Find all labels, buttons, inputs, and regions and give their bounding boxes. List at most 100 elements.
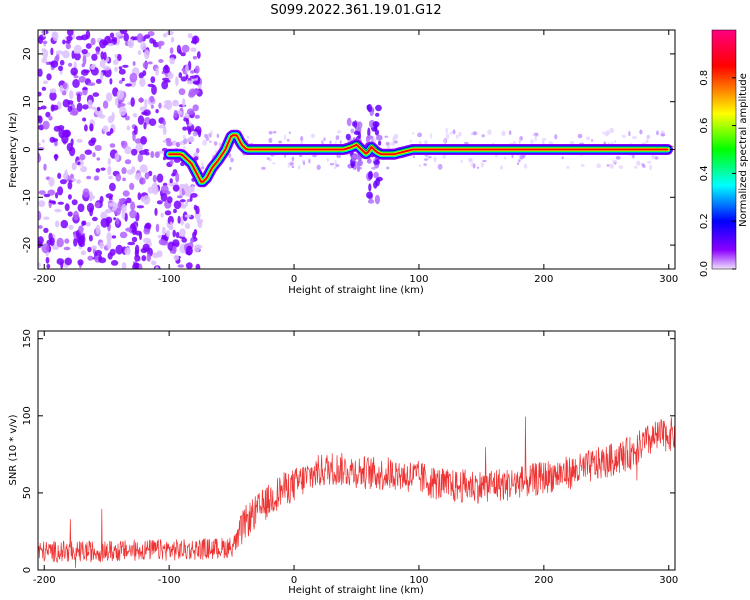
noise-speckle — [167, 196, 173, 204]
ridge-speckle — [628, 131, 631, 137]
ridge-speckle — [200, 166, 205, 170]
noise-speckle — [169, 159, 174, 165]
noise-speckle — [42, 120, 50, 130]
noise-speckle — [183, 185, 189, 192]
noise-speckle — [38, 190, 46, 195]
noise-speckle — [105, 92, 113, 102]
noise-speckle — [187, 33, 193, 39]
noise-speckle — [57, 201, 64, 205]
noise-speckle — [55, 220, 60, 228]
noise-speckle — [111, 235, 117, 239]
noise-speckle — [184, 222, 191, 229]
colorbar-tick-label: 0.0 — [699, 261, 710, 277]
noise-speckle — [147, 30, 155, 37]
noise-speckle — [189, 75, 198, 79]
noise-speckle — [181, 237, 187, 243]
ridge-speckle — [646, 134, 651, 140]
burst-speckle — [367, 127, 371, 138]
ridge-speckle — [230, 157, 234, 163]
ridge-speckle — [472, 131, 478, 136]
noise-speckle — [127, 241, 136, 246]
ridge-speckle — [390, 141, 396, 146]
noise-speckle — [138, 72, 144, 79]
ridge-speckle — [532, 133, 536, 136]
noise-speckle — [82, 117, 87, 122]
ridge-speckle — [645, 139, 649, 144]
ridge-speckle — [542, 140, 545, 145]
noise-speckle — [41, 86, 47, 91]
noise-speckle — [107, 43, 114, 47]
noise-speckle — [111, 37, 118, 42]
noise-speckle — [99, 59, 106, 68]
noise-speckle — [175, 141, 181, 148]
noise-speckle — [149, 95, 155, 103]
noise-speckle — [185, 245, 193, 256]
noise-speckle — [62, 99, 70, 108]
colorbar-tick-label: 0.6 — [699, 118, 710, 134]
noise-speckle — [175, 172, 180, 183]
noise-speckle — [191, 88, 200, 95]
ridge-speckle — [333, 166, 337, 169]
ridge-speckle — [621, 134, 627, 138]
ridge-speckle — [487, 129, 492, 135]
ridge-speckle — [443, 138, 446, 143]
noise-speckle — [87, 255, 94, 261]
ridge-speckle — [412, 155, 415, 159]
noise-speckle — [58, 65, 63, 72]
ridge-speckle — [458, 131, 462, 137]
ridge-speckle — [418, 164, 422, 168]
noise-speckle — [64, 257, 73, 266]
noise-speckle — [99, 39, 107, 49]
ridge-speckle — [216, 133, 220, 138]
ridge-speckle — [298, 165, 301, 170]
noise-speckle — [197, 220, 203, 228]
ridge-speckle — [577, 133, 583, 139]
x-tick-label: -200 — [33, 575, 56, 586]
spectrogram-marks — [38, 30, 674, 269]
noise-speckle — [87, 82, 96, 86]
noise-speckle — [131, 148, 138, 156]
snr-y-label: SNR (10 * v/v) — [8, 414, 19, 485]
noise-speckle — [67, 181, 73, 190]
burst-speckle — [375, 177, 380, 187]
noise-speckle — [118, 66, 123, 70]
ridge-speckle — [300, 135, 304, 142]
noise-speckle — [86, 175, 92, 180]
ridge-speckle — [472, 163, 476, 169]
noise-speckle — [118, 103, 126, 107]
noise-speckle — [51, 244, 60, 250]
noise-speckle — [42, 80, 49, 85]
ridge-speckle — [534, 135, 537, 142]
noise-speckle — [106, 232, 112, 242]
noise-speckle — [62, 39, 66, 45]
noise-speckle — [82, 87, 88, 91]
noise-speckle — [48, 115, 53, 121]
ridge-speckle — [590, 139, 594, 142]
noise-speckle — [43, 163, 47, 171]
ridge-speckle — [503, 156, 507, 160]
noise-speckle — [131, 236, 138, 243]
y-tick-label: 0 — [22, 146, 33, 152]
ridge-speckle — [323, 137, 326, 141]
noise-speckle — [173, 200, 182, 210]
noise-speckle — [160, 192, 168, 202]
ridge-speckle — [639, 129, 643, 135]
ridge-speckle — [519, 155, 524, 160]
noise-speckle — [156, 250, 163, 258]
ridge-speckle — [272, 162, 276, 165]
burst-speckle — [346, 117, 352, 127]
ridge-speckle — [288, 131, 291, 135]
noise-speckle — [55, 50, 64, 55]
ridge-speckle — [335, 164, 340, 167]
ridge-speckle — [651, 154, 656, 160]
spectrogram-y-label: Frequency (Hz) — [8, 112, 19, 188]
noise-speckle — [91, 53, 98, 61]
x-tick-label: -200 — [33, 274, 56, 285]
noise-speckle — [145, 222, 152, 230]
noise-speckle — [135, 143, 143, 153]
ridge-speckle — [291, 165, 295, 169]
ridge-speckle — [326, 158, 330, 162]
x-tick-label: 0 — [291, 575, 297, 586]
noise-speckle — [94, 202, 101, 209]
noise-speckle — [81, 63, 86, 68]
